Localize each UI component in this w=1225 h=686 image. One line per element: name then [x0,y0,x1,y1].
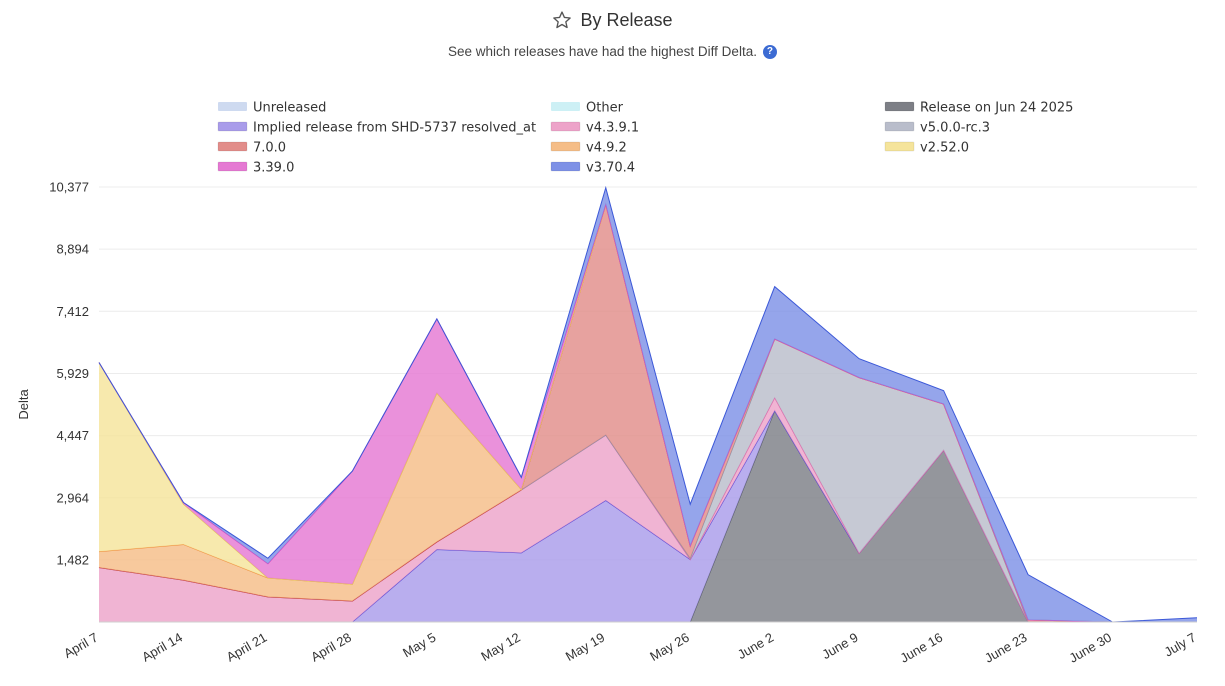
legend-swatch [550,121,581,132]
area-7-0-0[interactable] [99,204,1197,623]
area-release-on-jun-24-2025[interactable] [99,410,1197,622]
area-implied-release-from-shd-5737-resolved-at[interactable] [99,410,1197,622]
y-axis-label: Delta [16,389,31,420]
y-tick-label: 1,482 [56,552,89,567]
legend-label: Unreleased [253,101,326,116]
legend-label: 7.0.0 [253,141,286,156]
x-tick-label: April 21 [224,630,270,665]
legend-item[interactable]: v4.9.2 [550,141,627,156]
legend-label: v3.70.4 [586,161,635,176]
legend-swatch [551,102,580,111]
star-outline-icon[interactable] [552,10,572,30]
legend-swatch [217,141,248,152]
area-v4-9-2[interactable] [99,204,1197,623]
legend-label: v4.9.2 [586,141,627,156]
question-circle-icon[interactable]: ? [762,44,777,59]
legend-item[interactable]: Other [551,101,624,116]
legend-label: v2.52.0 [920,141,969,156]
x-tick-label: April 28 [308,630,354,665]
x-tick-label: June 23 [982,630,1030,666]
chart-title: By Release [580,9,673,30]
y-tick-label: 8,894 [56,242,89,257]
legend-label: Implied release from SHD-5737 resolved_a… [253,121,536,136]
area-v4-3-9-1[interactable] [99,397,1197,622]
legend-label: 3.39.0 [253,161,294,176]
y-tick-label: 10,377 [49,180,89,195]
legend-item[interactable]: v3.70.4 [550,161,635,176]
y-tick-label: 5,929 [56,366,89,381]
legend-swatch [884,141,915,152]
legend-label: v4.3.9.1 [586,121,639,136]
x-tick-label: July 7 [1162,630,1199,660]
legend-item[interactable]: v2.52.0 [884,141,969,156]
legend-item[interactable]: 3.39.0 [217,161,294,176]
y-tick-label: 7,412 [56,304,89,319]
x-tick-label: May 19 [563,630,607,664]
y-tick-label: 2,964 [56,490,89,505]
x-tick-label: June 30 [1066,630,1114,666]
x-tick-label: June 9 [819,630,860,663]
x-tick-label: April 7 [61,630,100,661]
legend-label: Release on Jun 24 2025 [920,101,1073,116]
legend-label: Other [586,101,624,116]
x-tick-label: May 5 [400,630,438,661]
x-tick-label: May 26 [647,630,691,664]
x-tick-label: April 14 [139,630,185,665]
legend-swatch [550,141,581,152]
legend-item[interactable]: Unreleased [218,101,326,116]
subtitle-row: See which releases have had the highest … [0,44,1225,59]
legend-item[interactable]: Implied release from SHD-5737 resolved_a… [217,121,536,136]
area-v5-0-0-rc-3[interactable] [99,339,1197,622]
legend: Unreleased Other Release on Jun 24 2025 Imp… [217,101,1073,176]
legend-item[interactable]: v4.3.9.1 [550,121,639,136]
legend-item[interactable]: 7.0.0 [217,141,286,156]
x-tick-label: May 12 [478,630,522,664]
legend-swatch [218,102,247,111]
chart-header: By Release See which releases have had t… [0,6,1225,59]
legend-swatch [884,121,915,132]
x-tick-label: June 2 [735,630,776,663]
y-tick-label: 4,447 [56,428,89,443]
legend-label: v5.0.0-rc.3 [920,121,990,136]
title-row: By Release [0,6,1225,34]
chart-subtitle: See which releases have had the highest … [448,44,757,59]
legend-item[interactable]: v5.0.0-rc.3 [884,121,990,136]
series-line [98,185,1198,623]
stacked-areas [98,185,1198,623]
legend-swatch [217,121,248,132]
area-3-39-0[interactable] [99,204,1197,623]
legend-swatch [550,161,581,172]
legend-swatch [884,101,915,112]
x-tick-label: June 16 [898,630,946,666]
legend-swatch [217,161,248,172]
legend-item[interactable]: Release on Jun 24 2025 [884,101,1073,116]
